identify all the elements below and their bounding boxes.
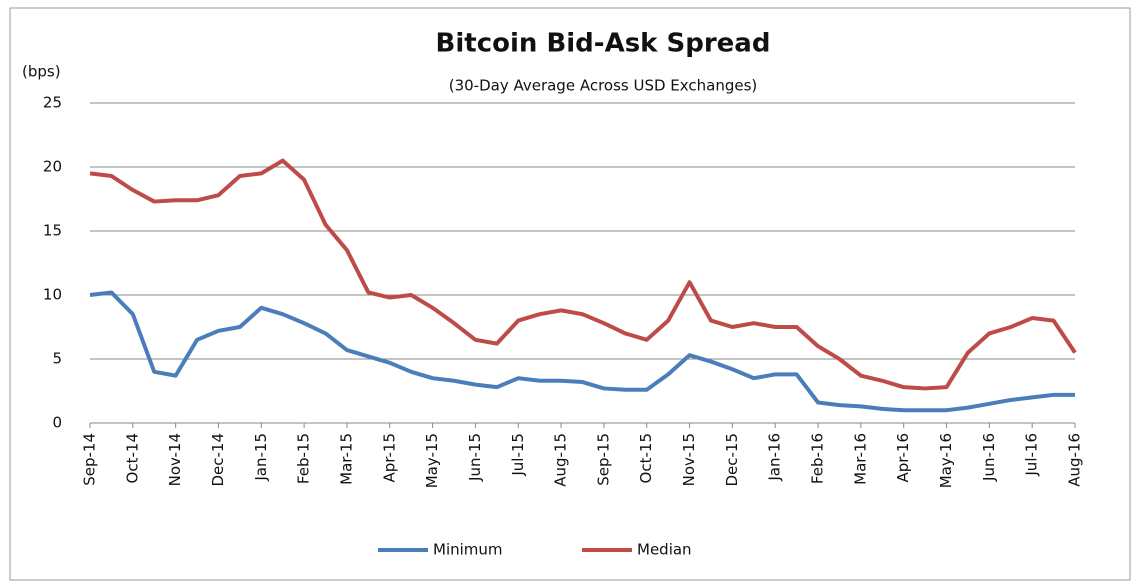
y-tick-label: 10 bbox=[43, 286, 62, 304]
series-line bbox=[89, 158, 1077, 391]
x-tick-label: Jul-16 bbox=[1023, 433, 1041, 477]
x-tick-label: Jan-16 bbox=[766, 433, 784, 482]
x-tick-label: Dec-14 bbox=[209, 433, 227, 487]
x-tick-label: Apr-15 bbox=[380, 433, 398, 483]
x-tick-label: Oct-14 bbox=[123, 433, 141, 483]
x-tick-label: Jun-16 bbox=[980, 433, 998, 482]
chart-title: Bitcoin Bid-Ask Spread bbox=[436, 29, 771, 59]
x-tick-label: Mar-15 bbox=[337, 433, 355, 485]
x-tick-label: Jul-15 bbox=[509, 433, 527, 477]
y-axis-label: (bps) bbox=[22, 63, 61, 81]
series-line bbox=[89, 290, 1075, 413]
x-tick-label: Nov-15 bbox=[680, 433, 698, 486]
x-tick-label: Oct-15 bbox=[637, 433, 655, 483]
x-tick-label: Jun-15 bbox=[466, 433, 484, 482]
x-tick-label: Apr-16 bbox=[894, 433, 912, 483]
x-tick-label: May-16 bbox=[937, 433, 955, 488]
legend-label: Median bbox=[637, 541, 692, 559]
x-tick-label: Aug-16 bbox=[1066, 433, 1084, 487]
x-tick-label: Jan-15 bbox=[252, 433, 270, 482]
x-tick-label: Sep-15 bbox=[594, 433, 612, 486]
chart-subtitle: (30-Day Average Across USD Exchanges) bbox=[449, 77, 758, 95]
x-tick-label: Nov-14 bbox=[166, 433, 184, 486]
x-tick-label: Sep-14 bbox=[81, 433, 99, 486]
y-tick-label: 0 bbox=[52, 414, 62, 432]
legend-label: Minimum bbox=[433, 541, 503, 559]
x-tick-label: Mar-16 bbox=[851, 433, 869, 485]
y-tick-label: 5 bbox=[52, 350, 62, 368]
y-tick-label: 20 bbox=[43, 158, 62, 176]
x-tick-label: Dec-15 bbox=[723, 433, 741, 487]
y-tick-label: 15 bbox=[43, 222, 62, 240]
x-tick-label: May-15 bbox=[423, 433, 441, 488]
x-tick-label: Feb-15 bbox=[295, 433, 313, 484]
x-tick-label: Aug-15 bbox=[552, 433, 570, 487]
y-tick-label: 25 bbox=[43, 94, 62, 112]
x-tick-label: Feb-16 bbox=[809, 433, 827, 484]
